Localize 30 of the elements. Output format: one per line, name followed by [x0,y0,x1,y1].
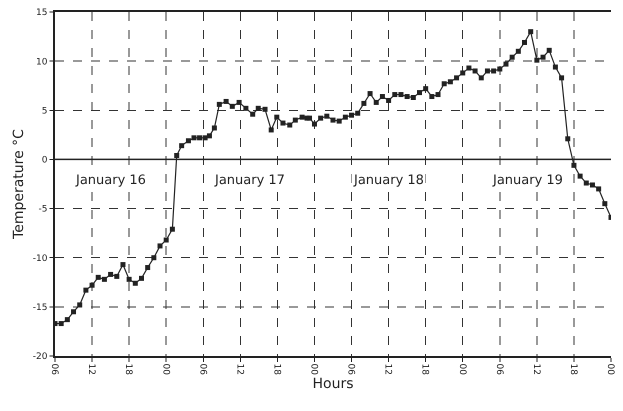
y-tick-label: -20 [32,352,48,362]
x-tick-label: 00 [605,364,616,376]
x-axis-title: Hours [312,376,354,392]
y-tick-label: 15 [36,8,48,18]
x-tick-label: 06 [346,364,356,376]
x-tick-label: 18 [420,364,430,376]
x-tick-label: 06 [494,364,504,376]
x-tick-label: 18 [568,364,578,376]
annotation: January 18 [353,173,424,188]
x-tick-label: 00 [456,364,467,376]
annotation: January 17 [214,173,285,188]
x-tick-label: 18 [271,364,282,376]
y-tick-label: -10 [32,254,48,264]
y-tick-label: 10 [36,57,48,68]
x-tick-label: 00 [308,364,319,376]
x-tick-label: 18 [123,364,134,376]
x-tick-label: 06 [197,364,208,376]
y-tick-label: -5 [38,204,48,215]
x-tick-label: 00 [160,364,170,376]
x-tick-label: 12 [234,364,244,376]
x-tick-label: 12 [530,364,541,376]
annotation: January 19 [492,173,563,188]
y-tick-label: 0 [42,156,48,166]
x-tick-label: 12 [382,364,393,376]
y-axis-title: Temperature °C [10,128,27,240]
x-tick-label: 12 [86,364,96,376]
annotation: January 16 [75,173,146,188]
y-tick-label: -15 [32,303,48,314]
x-tick-label: 06 [49,364,60,376]
y-tick-label: 5 [42,106,48,116]
